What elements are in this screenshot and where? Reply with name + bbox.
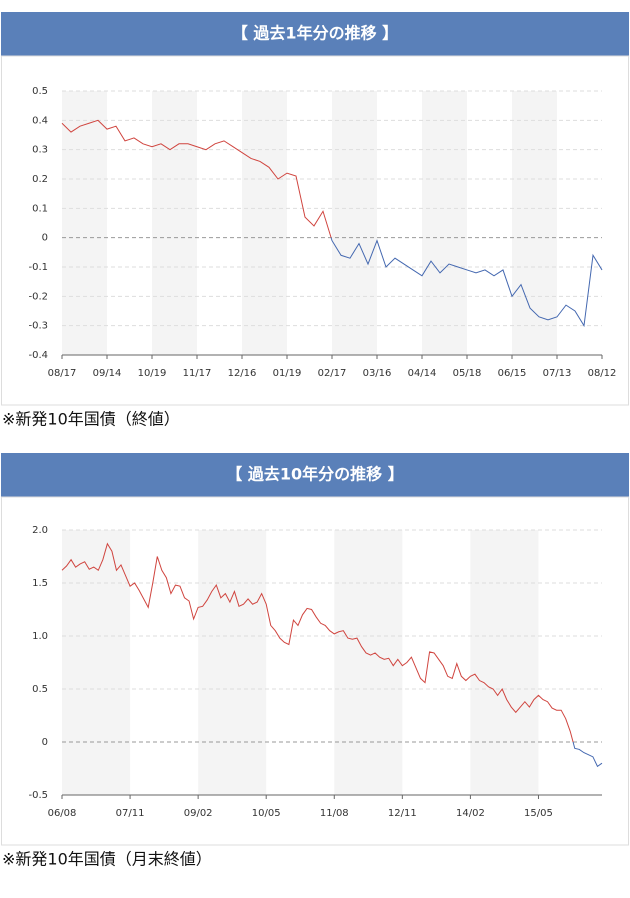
y-tick-label: 0 [42,737,48,748]
x-tick-label: 06/08 [48,808,77,819]
x-tick-label: 06/15 [498,368,527,379]
band [422,91,467,355]
x-tick-label: 08/17 [48,368,77,379]
line-above [61,542,574,742]
y-tick-label: -0.3 [28,321,48,332]
x-tick-label: 03/16 [363,368,392,379]
x-tick-label: 07/11 [116,808,145,819]
band [198,530,267,795]
x-tick-label: 05/18 [453,368,482,379]
header-bar [1,12,629,56]
y-tick-label: 0 [42,233,48,244]
line-below [330,237,603,328]
y-tick-label: -0.4 [28,350,48,361]
y-tick-label: -0.2 [28,291,48,302]
y-tick-label: 0.4 [32,115,48,126]
note: ※新発10年国債（終値） [2,410,180,429]
note: ※新発10年国債（月末終値） [2,850,212,869]
y-tick-label: 0.1 [32,203,48,214]
header-title: 【 過去1年分の推移 】 [232,24,398,43]
band [242,91,287,355]
band [512,91,557,355]
x-tick-label: 11/08 [320,808,349,819]
y-tick-label: 0.5 [32,86,48,97]
y-tick-label: 1.5 [32,578,48,589]
x-tick-label: 04/14 [408,368,437,379]
line-above [61,119,332,238]
y-tick-label: 0.2 [32,174,48,185]
x-tick-label: 09/02 [184,808,213,819]
band [334,530,403,795]
y-tick-label: 2.0 [32,525,48,536]
x-tick-label: 14/02 [456,808,485,819]
y-tick-label: 1.0 [32,631,48,642]
x-tick-label: 08/12 [588,368,617,379]
band [152,91,197,355]
band [62,91,107,355]
x-tick-label: 02/17 [318,368,347,379]
x-tick-label: 11/17 [183,368,212,379]
band [332,91,377,355]
header-bar [1,453,629,497]
x-tick-label: 09/14 [93,368,122,379]
x-tick-label: 01/19 [273,368,302,379]
band [470,530,539,795]
y-tick-label: 0.5 [32,684,48,695]
x-tick-label: 12/16 [228,368,257,379]
header-title: 【 過去10年分の推移 】 [226,465,403,484]
x-tick-label: 07/13 [543,368,572,379]
y-tick-label: 0.3 [32,145,48,156]
x-tick-label: 10/05 [252,808,281,819]
y-tick-label: -0.5 [28,790,48,801]
x-tick-label: 12/11 [388,808,417,819]
x-tick-label: 15/05 [524,808,553,819]
x-tick-label: 10/19 [138,368,167,379]
y-tick-label: -0.1 [28,262,48,273]
band [62,530,131,795]
